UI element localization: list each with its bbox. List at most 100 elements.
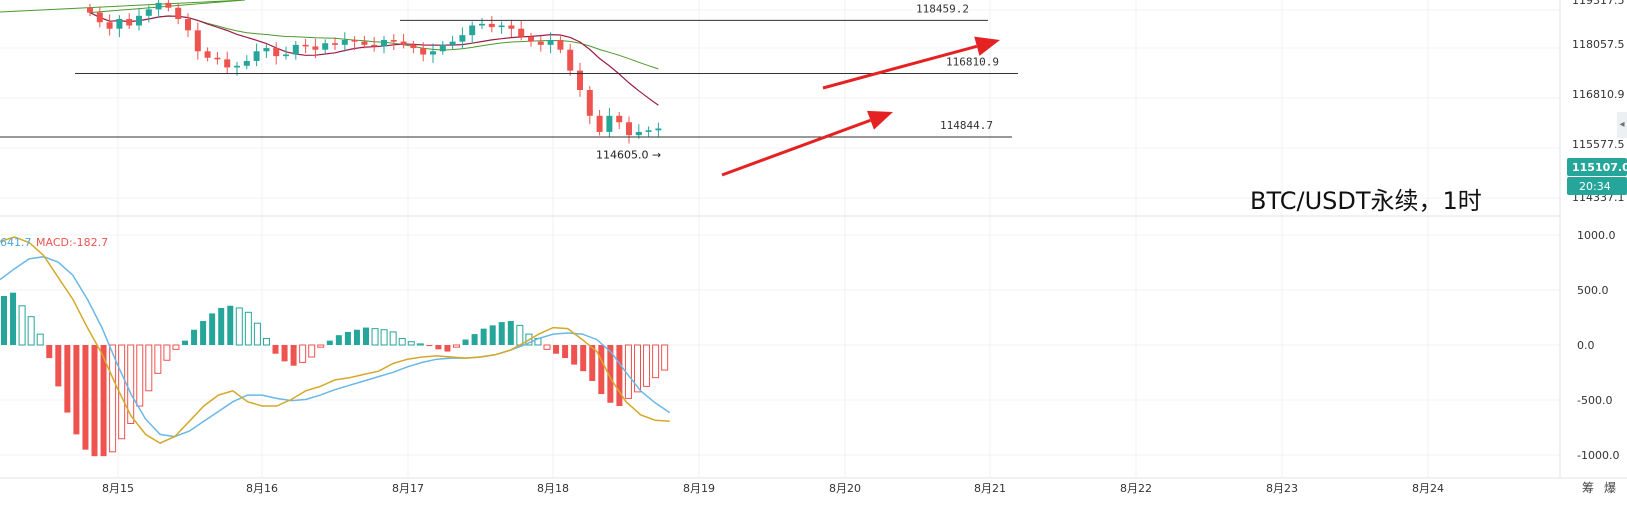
time-tick-label: 8月24: [1412, 482, 1444, 495]
macd-histogram-bar: [453, 344, 460, 348]
candle-body: [302, 44, 309, 47]
macd-histogram-bar: [299, 344, 307, 363]
candle-body: [488, 23, 495, 28]
time-axis-corner-label: 爆: [1604, 481, 1616, 495]
candle-body: [410, 44, 417, 49]
candle-body: [459, 35, 466, 42]
macd-histogram-bar: [200, 321, 207, 345]
candle-body: [126, 19, 133, 26]
level-label: 116810.9: [946, 56, 999, 69]
candle-body: [626, 122, 632, 136]
macd-histogram-bar: [64, 345, 71, 413]
macd-histogram-bar: [136, 344, 144, 407]
time-tick-label: 8月16: [246, 482, 278, 495]
macd-histogram-bar: [235, 307, 243, 346]
macd-histogram-bar: [191, 329, 198, 345]
arrow-head: [867, 110, 893, 130]
candle-body: [224, 59, 231, 68]
macd-histogram-bar: [507, 321, 514, 345]
candlestick-series: [87, 0, 662, 144]
candle-body: [332, 43, 338, 45]
macd-histogram-bar: [444, 345, 451, 352]
macd-histogram-bar: [344, 331, 351, 345]
price-tick-label: 119317.5: [1572, 0, 1625, 7]
macd-histogram-bar: [10, 292, 17, 345]
macd-histogram-bar: [471, 334, 478, 345]
macd-histogram-bar: [163, 344, 171, 361]
macd-histogram-bar: [416, 343, 424, 346]
macd-panel: [0, 236, 671, 457]
macd-histogram-bar: [36, 333, 44, 346]
candle-body: [341, 40, 348, 45]
macd-histogram-bar: [145, 344, 153, 392]
macd-histogram-bar: [661, 344, 669, 371]
macd-histogram-bar: [18, 305, 26, 346]
macd-histogram-bar: [290, 345, 297, 366]
macd-histogram-bar: [363, 327, 369, 345]
candle-body: [234, 65, 240, 68]
macd-histogram-bar: [281, 345, 288, 362]
candle-body: [635, 131, 642, 136]
red-arrow-annotations: [721, 36, 1000, 177]
arrow-shaft: [721, 118, 871, 177]
macd-histogram-bar: [46, 345, 53, 359]
macd-histogram-bar: [571, 345, 578, 365]
time-axis[interactable]: 8月15 8月16 8月17 8月18 8月19 8月20 8月21 8月22 8月23 8月24…: [102, 481, 1616, 495]
macd-histogram-bar: [598, 345, 605, 395]
horizontal-level-lines[interactable]: 118459.2 116810.9 114844.7 114605.0 →: [0, 2, 1018, 162]
macd-histogram-bar: [308, 344, 316, 358]
candle-body: [469, 25, 476, 36]
candle-body: [508, 25, 515, 29]
candle-body: [155, 2, 162, 10]
chart-grid: [0, 0, 1627, 479]
candle-body: [116, 19, 123, 29]
time-tick-label: 8月18: [537, 482, 569, 495]
candle-body: [528, 36, 534, 42]
arrow-shaft: [822, 44, 978, 90]
price-axis[interactable]: 119317.5118057.5116810.9115577.5114337.1…: [1567, 0, 1627, 462]
candle-body: [498, 25, 505, 28]
macd-histogram-bar: [589, 345, 596, 381]
macd-histogram-bar: [398, 337, 406, 346]
macd-histogram-bar: [27, 316, 35, 346]
candle-body: [273, 48, 280, 57]
macd-histogram-bar: [82, 345, 89, 450]
candle-body: [655, 128, 662, 131]
macd-line: [0, 236, 670, 444]
macd-histogram-bar: [480, 328, 487, 345]
collapse-chevron-icon[interactable]: ◂: [1617, 112, 1627, 138]
macd-histogram-bar: [353, 329, 360, 345]
candle-body: [194, 30, 201, 52]
macd-histogram-bar: [389, 331, 397, 346]
candle-body: [567, 49, 574, 71]
candle-body: [175, 7, 182, 20]
time-axis-corner-label: 筹: [1582, 481, 1594, 495]
time-tick-label: 8月23: [1266, 482, 1298, 495]
time-tick-label: 8月15: [102, 482, 134, 495]
macd-histogram-bar: [435, 345, 442, 350]
macd-tick-label: 0.0: [1577, 339, 1595, 352]
macd-histogram-bar: [652, 344, 660, 379]
candle-body: [596, 115, 603, 132]
countdown-label: 20:34: [1579, 180, 1611, 193]
macd-histogram-bar: [553, 345, 560, 354]
macd-histogram-bar: [172, 344, 180, 350]
level-label: 114844.7: [940, 119, 993, 132]
time-tick-label: 8月17: [392, 482, 424, 495]
level-label: 118459.2: [916, 2, 969, 15]
time-tick-label: 8月20: [829, 482, 861, 495]
macd-histogram-bar: [516, 324, 524, 346]
candle-body: [87, 7, 93, 13]
candle-body: [390, 40, 397, 42]
macd-histogram-bar: [182, 340, 188, 345]
macd-histogram-bar: [262, 337, 270, 346]
macd-histogram-bar: [634, 344, 641, 393]
macd-histogram-bar: [407, 341, 415, 346]
macd-histogram-bar: [227, 305, 234, 345]
macd-tick-label: 1000.0: [1577, 229, 1616, 242]
macd-histogram-bar: [643, 344, 651, 387]
macd-histogram-bar: [616, 345, 623, 407]
candle-body: [292, 44, 299, 55]
price-tick-label: 115577.5: [1572, 138, 1625, 151]
